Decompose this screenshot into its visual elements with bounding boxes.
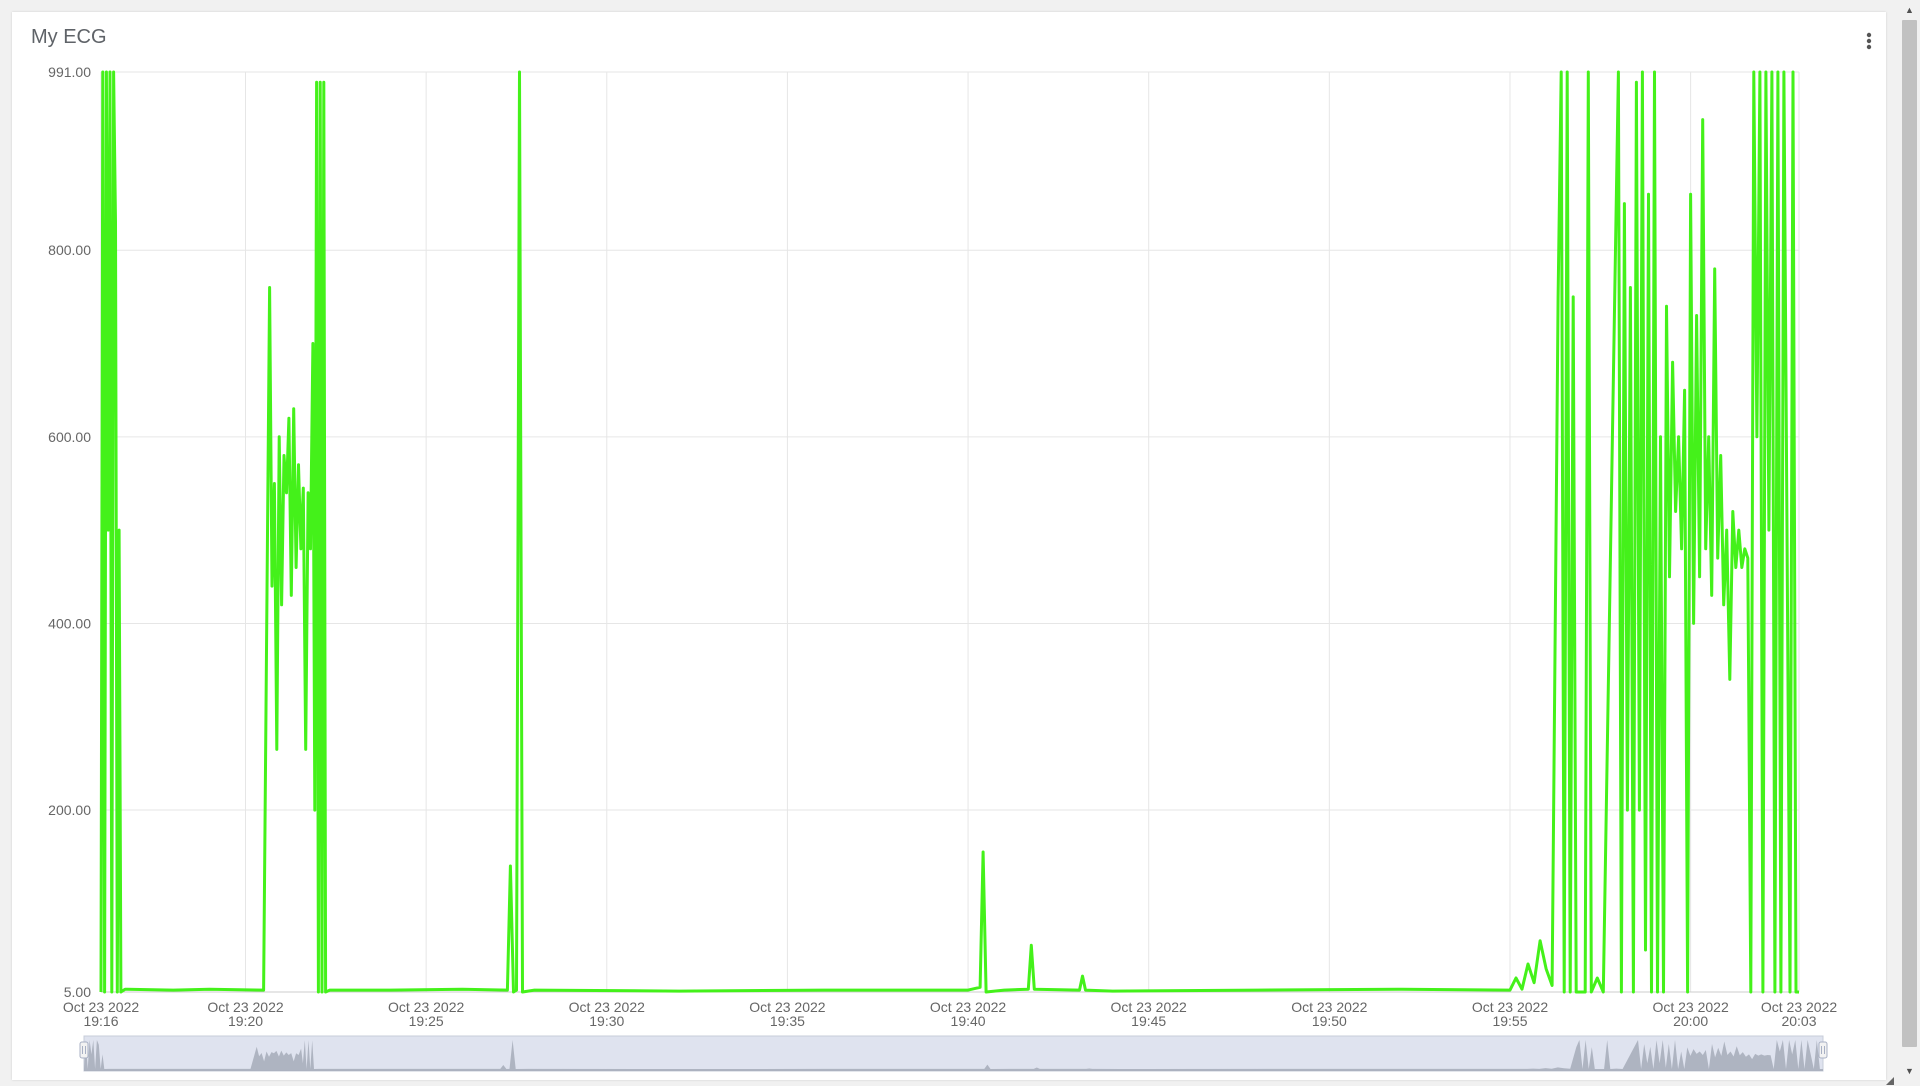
scroll-down-arrow-icon[interactable]: ▼ [1905,1065,1914,1076]
x-tick-label: 19:25 [409,1013,444,1029]
ecg-line-chart: 5.00 200.00 400.00 600.00 800.00 991.00 Oct 23… [48,64,1837,1072]
x-tick-label: 19:30 [589,1013,624,1029]
x-tick-label: 19:16 [83,1013,118,1029]
more-vertical-icon[interactable] [1859,26,1879,56]
y-tick-label: 991.00 [48,64,91,80]
chart-panel: My ECG 5.00 200.00 400.00 600.00 800.00 991.0… [12,12,1894,1085]
y-tick-label: 200.00 [48,802,91,818]
x-tick-label: 20:03 [1781,1013,1816,1029]
x-tick-label: Oct 23 2022 [1111,999,1187,1015]
x-tick-label: Oct 23 2022 [749,999,825,1015]
x-tick-label: Oct 23 2022 [1761,999,1837,1015]
resize-handle-icon[interactable] [1885,1076,1895,1086]
x-tick-label: Oct 23 2022 [1472,999,1548,1015]
x-tick-label: 19:45 [1131,1013,1166,1029]
navigator-right-handle[interactable] [1818,1041,1828,1059]
x-tick-label: Oct 23 2022 [569,999,645,1015]
y-tick-label: 800.00 [48,242,91,258]
y-tick-label: 5.00 [64,984,91,1000]
x-tick-label: 19:55 [1492,1013,1527,1029]
x-tick-label: Oct 23 2022 [63,999,139,1015]
navigator-left-handle[interactable] [79,1041,89,1059]
series-line [99,70,1799,994]
x-tick-label: Oct 23 2022 [1652,999,1728,1015]
x-tick-label: Oct 23 2022 [388,999,464,1015]
x-tick-label: 19:35 [770,1013,805,1029]
scrollbar-thumb[interactable] [1902,20,1917,1047]
y-tick-label: 600.00 [48,429,91,445]
x-tick-label: 20:00 [1673,1013,1708,1029]
page-scrollbar[interactable]: ▲ ▼ [1899,0,1920,1080]
x-tick-label: 19:20 [228,1013,263,1029]
x-tick-label: 19:50 [1312,1013,1347,1029]
x-tick-label: Oct 23 2022 [1291,999,1367,1015]
panel-title: My ECG [31,26,107,48]
x-tick-label: 19:40 [951,1013,986,1029]
navigator-series [84,1040,1823,1071]
y-tick-label: 400.00 [48,615,91,631]
x-tick-label: Oct 23 2022 [930,999,1006,1015]
x-tick-label: Oct 23 2022 [207,999,283,1015]
navigator-background [83,1035,1824,1072]
scroll-up-arrow-icon[interactable]: ▲ [1905,4,1914,15]
